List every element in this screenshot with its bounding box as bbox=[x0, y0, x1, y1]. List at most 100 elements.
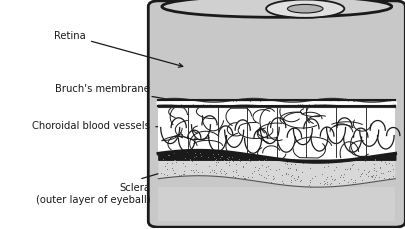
Point bbox=[163, 174, 169, 177]
Point bbox=[284, 167, 290, 170]
Point bbox=[294, 102, 301, 106]
Point bbox=[297, 178, 304, 182]
Point bbox=[246, 159, 253, 163]
Point bbox=[240, 176, 247, 180]
Point bbox=[384, 161, 391, 165]
Point bbox=[343, 167, 350, 171]
Point bbox=[210, 102, 216, 106]
Point bbox=[270, 176, 276, 180]
Point bbox=[212, 172, 219, 175]
Point bbox=[212, 157, 219, 161]
Point bbox=[172, 171, 178, 175]
Point bbox=[357, 104, 363, 107]
Point bbox=[247, 100, 253, 104]
Point bbox=[179, 99, 186, 103]
Point bbox=[271, 102, 278, 106]
Point bbox=[344, 180, 351, 184]
Point bbox=[168, 101, 175, 105]
Point bbox=[232, 162, 239, 166]
Point bbox=[375, 102, 382, 106]
Point bbox=[165, 99, 172, 103]
Point bbox=[322, 178, 328, 181]
Point bbox=[182, 164, 188, 168]
Point bbox=[381, 161, 387, 164]
Point bbox=[252, 101, 258, 105]
Point bbox=[254, 101, 260, 105]
Point bbox=[341, 167, 347, 171]
Point bbox=[309, 161, 315, 165]
Point bbox=[286, 167, 292, 171]
Point bbox=[337, 101, 343, 105]
Point bbox=[209, 152, 216, 156]
Point bbox=[357, 172, 363, 176]
Point bbox=[388, 164, 394, 167]
Point bbox=[158, 99, 164, 103]
Point bbox=[380, 102, 387, 106]
Point bbox=[350, 100, 356, 104]
Point bbox=[258, 164, 264, 167]
Point bbox=[311, 175, 318, 178]
Point bbox=[266, 167, 273, 171]
Point bbox=[284, 166, 291, 170]
Point bbox=[190, 105, 197, 109]
Point bbox=[276, 102, 283, 106]
Point bbox=[228, 155, 235, 159]
Point bbox=[262, 177, 269, 180]
Point bbox=[298, 161, 305, 165]
Point bbox=[272, 101, 279, 105]
Point bbox=[179, 173, 186, 176]
Point bbox=[364, 103, 371, 106]
Point bbox=[175, 100, 181, 104]
Point bbox=[324, 161, 330, 165]
Point bbox=[231, 175, 237, 179]
Point bbox=[371, 158, 378, 161]
Point bbox=[367, 175, 373, 178]
Point bbox=[336, 102, 343, 106]
Point bbox=[299, 102, 305, 106]
Point bbox=[314, 101, 321, 105]
Point bbox=[193, 104, 199, 108]
Point bbox=[197, 102, 204, 106]
Point bbox=[382, 101, 388, 104]
Point bbox=[334, 99, 340, 103]
Point bbox=[281, 103, 288, 107]
Point bbox=[327, 182, 333, 185]
Point bbox=[208, 105, 215, 109]
Point bbox=[159, 152, 165, 155]
Point bbox=[326, 99, 333, 103]
Point bbox=[190, 155, 196, 159]
Point bbox=[162, 165, 168, 169]
Point bbox=[304, 104, 310, 107]
Text: Bruch's membrane: Bruch's membrane bbox=[55, 84, 187, 104]
Point bbox=[275, 158, 281, 162]
Point bbox=[250, 170, 256, 173]
Point bbox=[269, 177, 276, 181]
Point bbox=[196, 151, 202, 155]
Point bbox=[213, 105, 220, 109]
Point bbox=[180, 172, 186, 176]
Point bbox=[275, 104, 282, 108]
Point bbox=[288, 174, 294, 178]
Point bbox=[170, 98, 177, 102]
Point bbox=[372, 173, 378, 177]
Point bbox=[202, 106, 209, 109]
Point bbox=[223, 100, 229, 104]
Point bbox=[230, 102, 236, 106]
Point bbox=[276, 182, 283, 186]
Point bbox=[308, 177, 314, 180]
Point bbox=[229, 100, 235, 104]
Point bbox=[279, 101, 285, 104]
Point bbox=[232, 168, 239, 172]
Point bbox=[266, 103, 273, 107]
Point bbox=[248, 171, 254, 175]
Point bbox=[323, 180, 329, 184]
Point bbox=[229, 99, 236, 103]
Point bbox=[356, 174, 362, 178]
Point bbox=[320, 103, 326, 106]
Point bbox=[349, 162, 355, 166]
Point bbox=[231, 101, 238, 104]
Point bbox=[192, 162, 198, 166]
Point bbox=[227, 101, 234, 104]
Point bbox=[200, 104, 207, 108]
Point bbox=[260, 158, 267, 162]
